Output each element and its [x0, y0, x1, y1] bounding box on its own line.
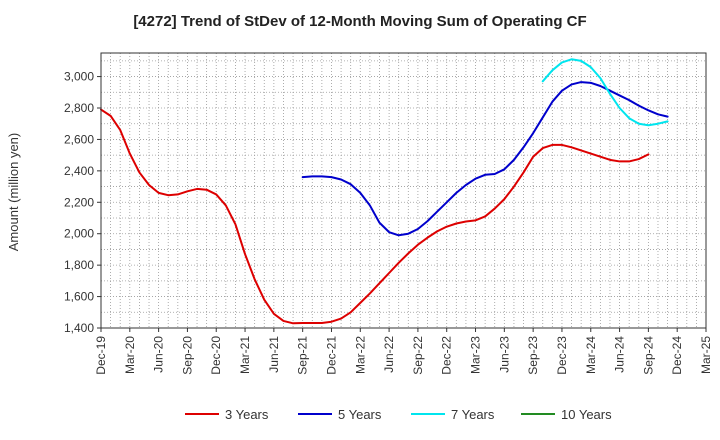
y-axis-ticks: 1,400 1,600 1,800 2,000 2,200 2,400 2,600 2,800… [64, 70, 101, 335]
x-tick-label: Sep-23 [526, 336, 540, 375]
x-tick-label: Dec-23 [555, 336, 569, 375]
x-tick-label: Mar-22 [353, 336, 367, 374]
y-tick-label: 2,600 [64, 132, 94, 146]
x-tick-label: Mar-21 [238, 336, 252, 374]
y-axis-label: Amount (million yen) [6, 133, 21, 252]
x-tick-label: Sep-20 [180, 336, 194, 375]
x-tick-label: Jun-22 [382, 336, 396, 373]
y-tick-label: 1,400 [64, 321, 94, 335]
x-tick-label: Jun-24 [613, 336, 627, 373]
legend-label: 3 Years [225, 407, 269, 422]
y-tick-label: 3,000 [64, 70, 94, 84]
x-tick-label: Mar-20 [123, 336, 137, 374]
x-tick-label: Dec-22 [440, 336, 454, 375]
x-tick-label: Jun-23 [497, 336, 511, 373]
series-line-3-years [100, 108, 650, 325]
grid [101, 53, 706, 328]
plot-frame [100, 52, 707, 329]
x-tick-label: Mar-24 [584, 336, 598, 374]
y-tick-label: 1,800 [64, 258, 94, 272]
x-tick-label: Sep-24 [641, 336, 655, 375]
x-tick-label: Jun-20 [152, 336, 166, 373]
x-tick-label: Dec-19 [94, 336, 108, 375]
legend-label: 10 Years [561, 407, 612, 422]
series-line-7-years [541, 58, 669, 127]
x-tick-label: Dec-20 [209, 336, 223, 375]
x-tick-label: Sep-21 [296, 336, 310, 375]
x-axis-ticks: Dec-19 Mar-20 Jun-20 Sep-20 Dec-20 Mar-21 Jun-… [94, 328, 713, 375]
x-tick-label: Sep-22 [411, 336, 425, 375]
y-tick-label: 1,600 [64, 290, 94, 304]
x-tick-label: Mar-23 [469, 336, 483, 374]
legend-label: 5 Years [338, 407, 382, 422]
x-tick-label: Dec-21 [324, 336, 338, 375]
y-tick-label: 2,800 [64, 101, 94, 115]
series-layer [100, 58, 669, 325]
y-tick-label: 2,200 [64, 195, 94, 209]
y-tick-label: 2,000 [64, 227, 94, 241]
chart-title: [4272] Trend of StDev of 12-Month Moving… [133, 13, 586, 30]
y-tick-label: 2,400 [64, 164, 94, 178]
x-tick-label: Jun-21 [267, 336, 281, 373]
legend-label: 7 Years [451, 407, 495, 422]
x-tick-label: Dec-24 [670, 336, 684, 375]
legend: 3 Years 5 Years 7 Years 10 Years [185, 407, 612, 422]
x-tick-label: Mar-25 [699, 336, 713, 374]
